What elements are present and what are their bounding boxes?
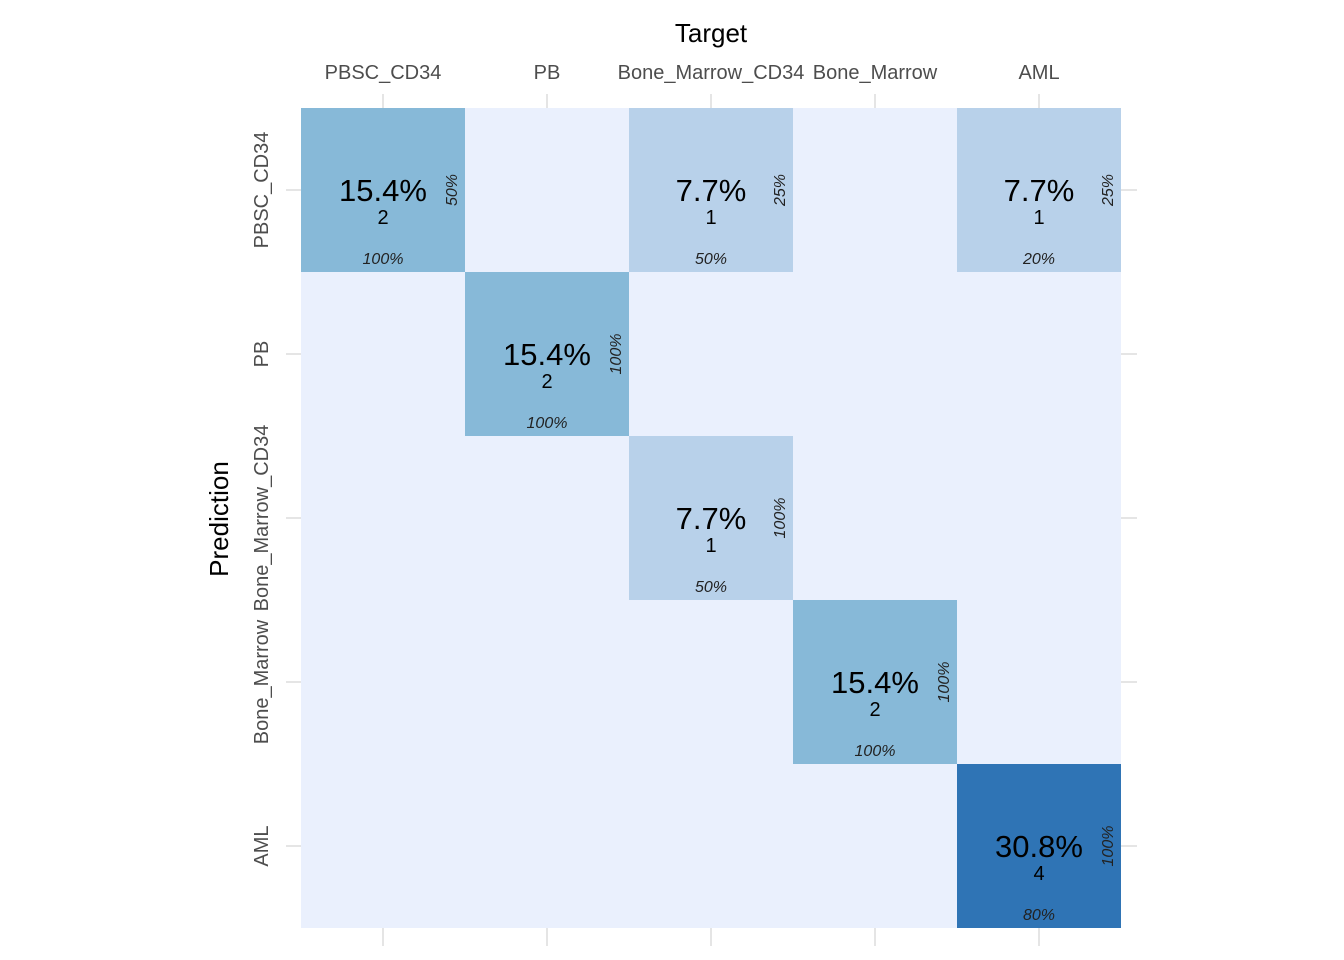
cell-column-percent-label: 80% [1023, 907, 1055, 924]
cell-percent-label: 15.4% [831, 665, 919, 700]
heatmap-cell-empty [301, 764, 465, 928]
cell-count-label: 1 [1033, 207, 1044, 229]
y-tick-label: PBSC_CD34 [251, 132, 273, 249]
heatmap-cell-empty [465, 108, 629, 272]
cell-column-percent-label: 100% [855, 743, 896, 760]
x-tick-label: PB [534, 62, 561, 84]
x-tick-label: PBSC_CD34 [325, 62, 442, 84]
cell-row-percent-label: 100% [936, 662, 953, 703]
cell-row-percent-label: 100% [772, 498, 789, 539]
cell-row-percent-label: 25% [772, 174, 789, 207]
heatmap-cell-empty [793, 272, 957, 436]
heatmap-cell-empty [957, 272, 1121, 436]
heatmap-cell [465, 272, 629, 436]
x-tick-label: Bone_Marrow_CD34 [618, 62, 805, 84]
heatmap-cell-empty [793, 764, 957, 928]
heatmap-cell-empty [465, 436, 629, 600]
cell-percent-label: 15.4% [503, 337, 591, 372]
heatmap-cell-empty [629, 272, 793, 436]
cell-column-percent-label: 100% [363, 251, 404, 268]
x-tick-label: Bone_Marrow [813, 62, 938, 84]
cell-row-percent-label: 100% [1100, 826, 1117, 867]
heatmap-cell-empty [629, 764, 793, 928]
cell-row-percent-label: 100% [608, 334, 625, 375]
heatmap-cell-empty [629, 600, 793, 764]
cell-count-label: 4 [1033, 863, 1044, 885]
heatmap-cell-empty [301, 600, 465, 764]
y-tick-label: AML [251, 825, 273, 866]
heatmap-cell-empty [957, 600, 1121, 764]
heatmap-cell-empty [465, 764, 629, 928]
heatmap-cell-empty [465, 600, 629, 764]
heatmap-cell-empty [793, 436, 957, 600]
heatmap-cell-empty [957, 436, 1121, 600]
cell-row-percent-label: 50% [444, 174, 461, 206]
heatmap-cell-empty [793, 108, 957, 272]
cell-count-label: 2 [869, 699, 880, 721]
heatmap-cell [957, 108, 1121, 272]
cell-column-percent-label: 50% [695, 579, 727, 596]
heatmap-cell [629, 436, 793, 600]
cell-percent-label: 30.8% [995, 829, 1083, 864]
y-tick-label: Bone_Marrow_CD34 [251, 425, 273, 612]
x-tick-label: AML [1018, 62, 1059, 84]
cell-percent-label: 7.7% [1004, 173, 1075, 208]
y-axis-tick-labels: PBSC_CD34 PB Bone_Marrow_CD34 Bone_Marrow AM… [251, 132, 273, 867]
cell-count-label: 1 [705, 535, 716, 557]
cell-count-label: 1 [705, 207, 716, 229]
cell-percent-label: 15.4% [339, 173, 427, 208]
heatmap-cell [957, 764, 1121, 928]
heatmap-cell [629, 108, 793, 272]
heatmap-cell-empty [301, 436, 465, 600]
cell-column-percent-label: 100% [527, 415, 568, 432]
y-tick-label: Bone_Marrow [251, 619, 273, 744]
x-axis-title: Target [675, 18, 748, 48]
heatmap-cells [301, 108, 1121, 928]
x-axis-tick-labels: PBSC_CD34 PB Bone_Marrow_CD34 Bone_Marrow AM… [325, 62, 1060, 84]
heatmap-cell [793, 600, 957, 764]
y-axis-title: Prediction [204, 461, 234, 577]
cell-percent-label: 7.7% [676, 501, 747, 536]
cell-percent-label: 7.7% [676, 173, 747, 208]
heatmap-cell-empty [301, 272, 465, 436]
cell-column-percent-label: 20% [1022, 251, 1055, 268]
heatmap-cell [301, 108, 465, 272]
y-tick-label: PB [251, 341, 273, 368]
cell-count-label: 2 [377, 207, 388, 229]
cell-count-label: 2 [541, 371, 552, 393]
cell-column-percent-label: 50% [695, 251, 727, 268]
cell-row-percent-label: 25% [1100, 174, 1117, 207]
